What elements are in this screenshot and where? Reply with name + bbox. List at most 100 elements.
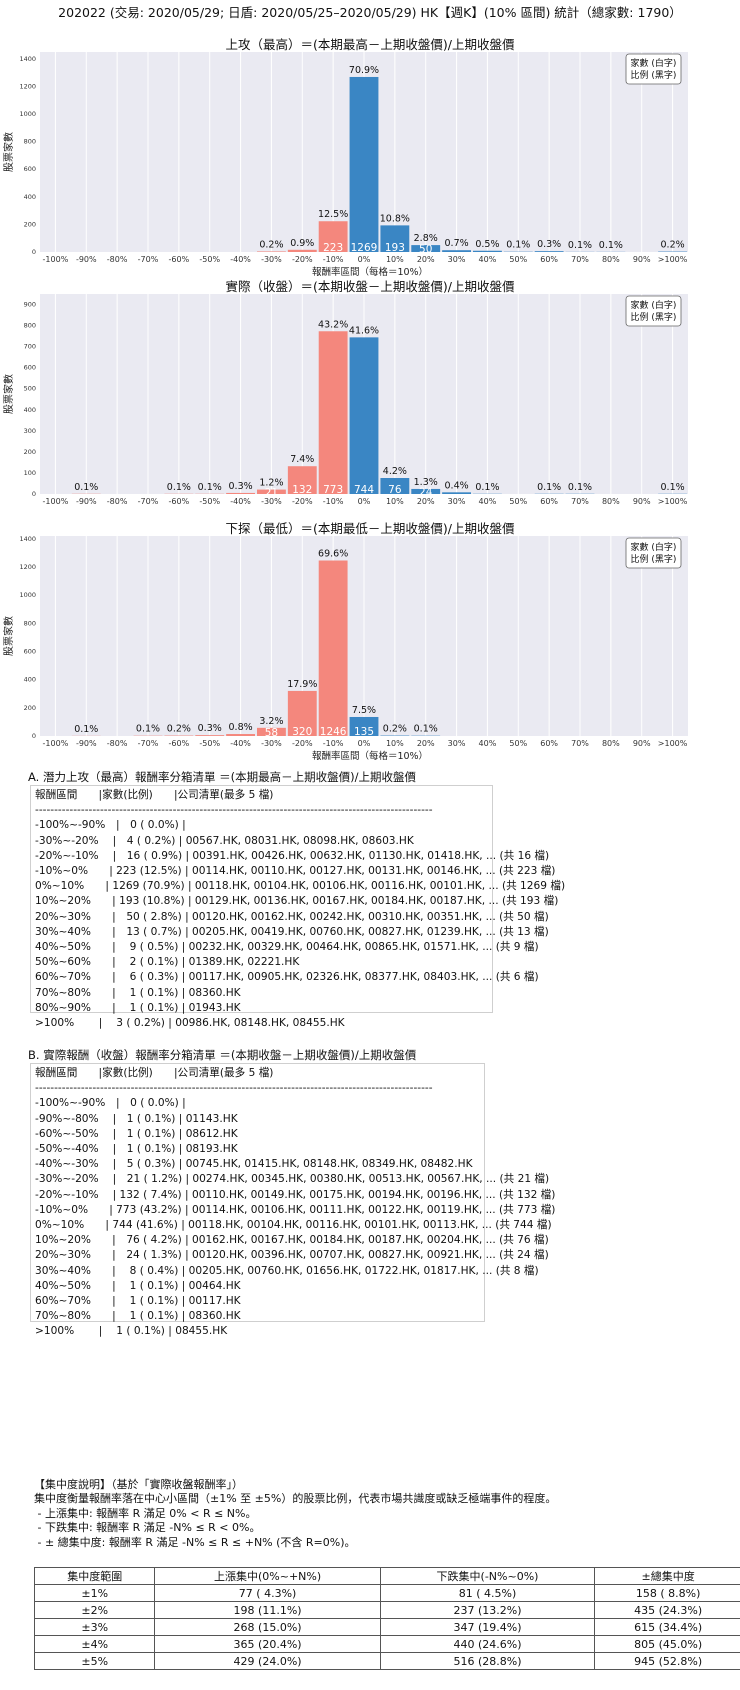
x-axis-label: 報酬率區間（每格＝10%） — [312, 750, 428, 762]
x-tick-label: -100% — [43, 739, 69, 748]
bar — [318, 331, 348, 494]
bar — [349, 716, 379, 736]
x-tick-label: 80% — [602, 739, 620, 748]
x-tick-label: 0% — [358, 255, 371, 264]
list-line: >100% | 1 ( 0.1%) | 08455.HK — [35, 1325, 228, 1338]
x-tick-label: 30% — [448, 739, 466, 748]
x-tick-label: 90% — [633, 497, 651, 506]
table-cell: 81 ( 4.5%) — [379, 1584, 596, 1602]
bar — [534, 251, 564, 252]
chart-low: 下探（最低）＝(本期最低－上期收盤價)/上期收盤價 0 200 400 600 800 10… — [0, 522, 740, 782]
list-line: -40%~-30% | 5 ( 0.3%) | 00745.HK, 01415.… — [35, 1158, 473, 1171]
list-line: 30%~40% | 13 ( 0.7%) | 00205.HK, 00419.H… — [35, 925, 549, 938]
bar — [380, 225, 410, 252]
bar-count-label: 744 — [354, 484, 374, 496]
bar — [226, 492, 255, 494]
table-row: ±5% 429 (24.0%) 516 (28.8%) 945 (52.8%) — [33, 1652, 740, 1670]
bar-pct-label: 0.1% — [198, 482, 222, 493]
bar — [349, 337, 379, 494]
table-header-cell: ±總集中度 — [594, 1567, 740, 1585]
table-cell: 158 ( 8.8%) — [594, 1584, 740, 1602]
y-tick-label: 1400 — [19, 535, 36, 543]
y-tick-label: 1200 — [19, 563, 36, 571]
y-tick-label: 600 — [24, 364, 36, 372]
x-tick-label: 70% — [571, 739, 589, 748]
bar-count-label: 773 — [323, 484, 343, 496]
bar-pct-label: 3.2% — [259, 716, 283, 727]
y-tick-label: 0 — [32, 248, 36, 256]
table-header-cell: 下跌集中(-N%~0%) — [379, 1567, 596, 1585]
bar-pct-label: 43.2% — [318, 319, 348, 330]
x-tick-label: >100% — [658, 739, 688, 748]
y-tick-label: 1000 — [19, 591, 36, 599]
table-cell: 347 (19.4%) — [379, 1618, 596, 1636]
table-cell: 365 (20.4%) — [154, 1635, 381, 1653]
list-line: 報酬區間 |家數(比例) |公司清單(最多 5 檔) — [35, 789, 274, 801]
y-tick-label: 900 — [24, 301, 36, 309]
list-a-box: 報酬區間 |家數(比例) |公司清單(最多 5 檔) --------------… — [30, 785, 566, 1029]
bar-pct-label: 4.2% — [383, 466, 407, 477]
legend-box — [625, 537, 682, 569]
x-tick-label: 80% — [602, 255, 620, 264]
bar — [442, 492, 471, 494]
list-line: >100% | 3 ( 0.2%) | 00986.HK, 08148.HK, … — [35, 1017, 345, 1030]
bar-count-label: 76 — [388, 484, 402, 496]
chart-close: 實際（收盤）＝(本期收盤－上期收盤價)/上期收盤價 0 100 200 300 400 50… — [0, 280, 740, 540]
list-line: 70%~80% | 1 ( 0.1%) | 08360.HK — [35, 1310, 241, 1323]
table-cell: 198 (11.1%) — [154, 1601, 381, 1619]
list-line: -20%~-10% | 16 ( 0.9%) | 00391.HK, 00426… — [35, 849, 550, 862]
bar — [287, 690, 317, 736]
table-cell: 435 (24.3%) — [594, 1601, 740, 1619]
x-tick-label: -80% — [107, 739, 128, 748]
concentration-table: 集中度範圍 上漲集中(0%~+N%) 下跌集中(-N%~0%) ±總集中度 ±1% 77… — [33, 1567, 740, 1670]
y-tick-label: 200 — [24, 448, 36, 456]
x-tick-label: 40% — [479, 497, 497, 506]
bar-pct-label: 0.1% — [661, 482, 685, 493]
y-tick-label: 400 — [24, 676, 36, 684]
list-line: 0%~10% | 744 (41.6%) | 00118.HK, 00104.H… — [35, 1219, 552, 1232]
legend: 家數 (白字)比例 (黑字) — [625, 537, 682, 569]
bar — [411, 488, 441, 494]
x-axis-label: 報酬率區間（每格＝10%） — [312, 266, 428, 278]
x-tick-label: -100% — [43, 497, 69, 506]
x-tick-label: 30% — [448, 255, 466, 264]
y-tick-label: 800 — [24, 619, 36, 627]
x-tick-label: -40% — [230, 497, 251, 506]
table-cell: 440 (24.6%) — [379, 1635, 596, 1653]
x-tick-label: -20% — [292, 497, 313, 506]
list-a-title: A. 潛力上攻（最高）報酬率分箱清單 ＝(本期最高－上期收盤價)/上期收盤價 — [28, 770, 416, 784]
list-line: 0%~10% | 1269 (70.9%) | 00118.HK, 00104.… — [35, 880, 566, 893]
y-tick-label: 200 — [24, 220, 36, 228]
bar-pct-label: 0.1% — [475, 482, 499, 493]
x-tick-label: -70% — [138, 255, 159, 264]
table-cell: ±1% — [33, 1584, 156, 1602]
bar-count-label: 21 — [265, 487, 278, 499]
list-line: 20%~30% | 24 ( 1.3%) | 00120.HK, 00396.H… — [35, 1249, 549, 1262]
bar-pct-label: 10.8% — [380, 213, 410, 224]
list-line: 60%~70% | 6 ( 0.3%) | 00117.HK, 00905.HK… — [35, 971, 539, 984]
list-line: -10%~0% | 223 (12.5%) | 00114.HK, 00110.… — [35, 865, 556, 878]
x-tick-label: >100% — [658, 497, 688, 506]
table-header-cell: 集中度範圍 — [33, 1567, 156, 1585]
x-tick-label: 0% — [358, 497, 371, 506]
y-tick-label: 300 — [24, 427, 36, 435]
y-tick-label: 1200 — [19, 82, 36, 90]
x-tick-label: -10% — [323, 497, 344, 506]
bar-pct-label: 0.1% — [599, 240, 623, 251]
bar-pct-label: 0.1% — [568, 482, 592, 493]
x-tick-label: -80% — [107, 497, 128, 506]
table-cell: 516 (28.8%) — [379, 1652, 596, 1670]
x-tick-label: -30% — [261, 739, 282, 748]
y-axis-label: 股票家數 — [2, 616, 15, 656]
legend: 家數 (白字)比例 (黑字) — [625, 53, 682, 85]
table-row: ±4% 365 (20.4%) 440 (24.6%) 805 (45.0%) — [33, 1635, 740, 1653]
x-tick-label: 60% — [540, 739, 558, 748]
table-cell: 237 (13.2%) — [379, 1601, 596, 1619]
bar-pct-label: 0.1% — [167, 482, 191, 493]
y-tick-label: 1000 — [19, 110, 36, 118]
x-tick-label: 10% — [386, 255, 404, 264]
bar-pct-label: 1.3% — [414, 477, 438, 488]
bar-pct-label: 0.1% — [74, 724, 98, 735]
x-tick-label: 90% — [633, 255, 651, 264]
list-b-box: 報酬區間 |家數(比例) |公司清單(最多 5 檔) --------------… — [30, 1063, 555, 1337]
